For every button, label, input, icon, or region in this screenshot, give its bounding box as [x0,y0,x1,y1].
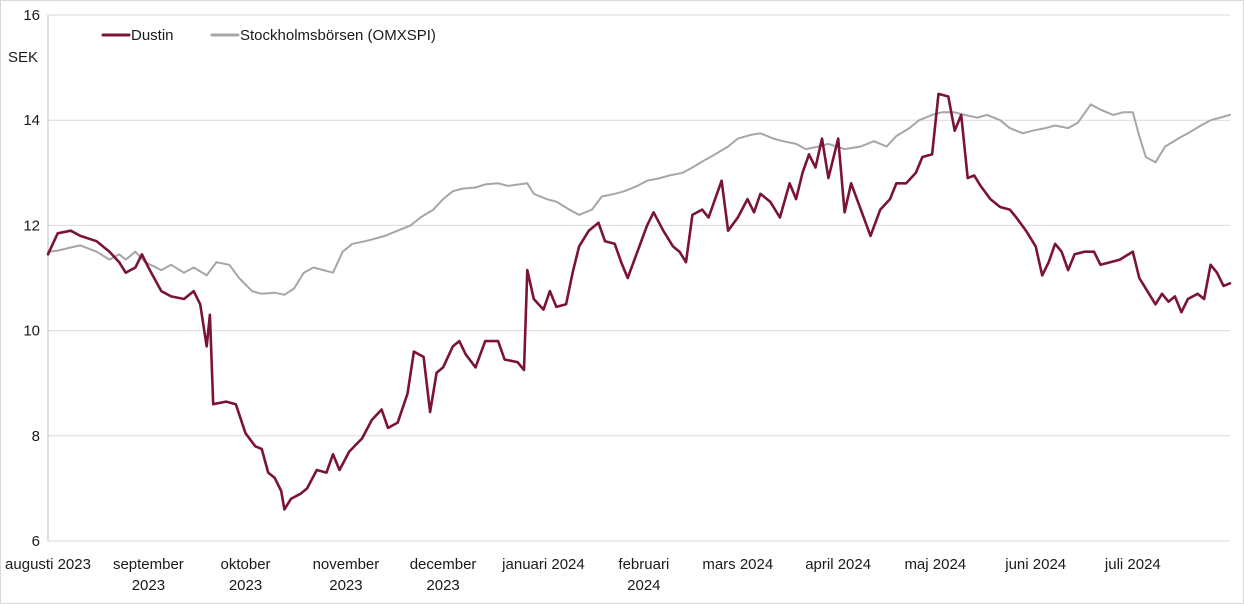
y-tick-label: 6 [32,533,40,550]
x-tick-label: oktober 2023 [221,556,271,594]
x-tick-label: december 2023 [410,556,477,594]
series-line-1 [46,92,1232,511]
y-axis-label: SEK [8,49,38,66]
x-tick-label: mars 2024 [702,556,773,573]
x-tick-label: juli 2024 [1104,556,1161,573]
legend: Dustin Stockholmsbörsen (OMXSPI) [101,27,436,44]
x-tick-label: februari 2024 [618,556,669,594]
x-tick-label: januari 2024 [501,556,585,573]
y-tick-label: 10 [23,323,40,340]
x-tick-label: juni 2024 [1004,556,1066,573]
series-layer [46,92,1232,511]
series-line-0 [47,103,1231,296]
x-tick-label: september 2023 [113,556,184,594]
y-tick-label: 14 [23,112,40,129]
x-tick-label: augusti 2023 [5,556,91,573]
y-tick-labels: 6 8 10 12 14 16 [23,7,40,550]
legend-label: Stockholmsbörsen (OMXSPI) [240,27,436,44]
x-tick-labels: augusti 2023 september 2023 oktober 2023 nove… [5,556,1161,594]
y-tick-label: 16 [23,7,40,24]
y-tick-label: 8 [32,428,40,445]
gridlines [47,14,1230,542]
legend-label: Dustin [131,27,174,44]
x-tick-label: april 2024 [805,556,871,573]
x-tick-label: november 2023 [313,556,380,594]
x-tick-label: maj 2024 [904,556,966,573]
y-tick-label: 12 [23,217,40,234]
